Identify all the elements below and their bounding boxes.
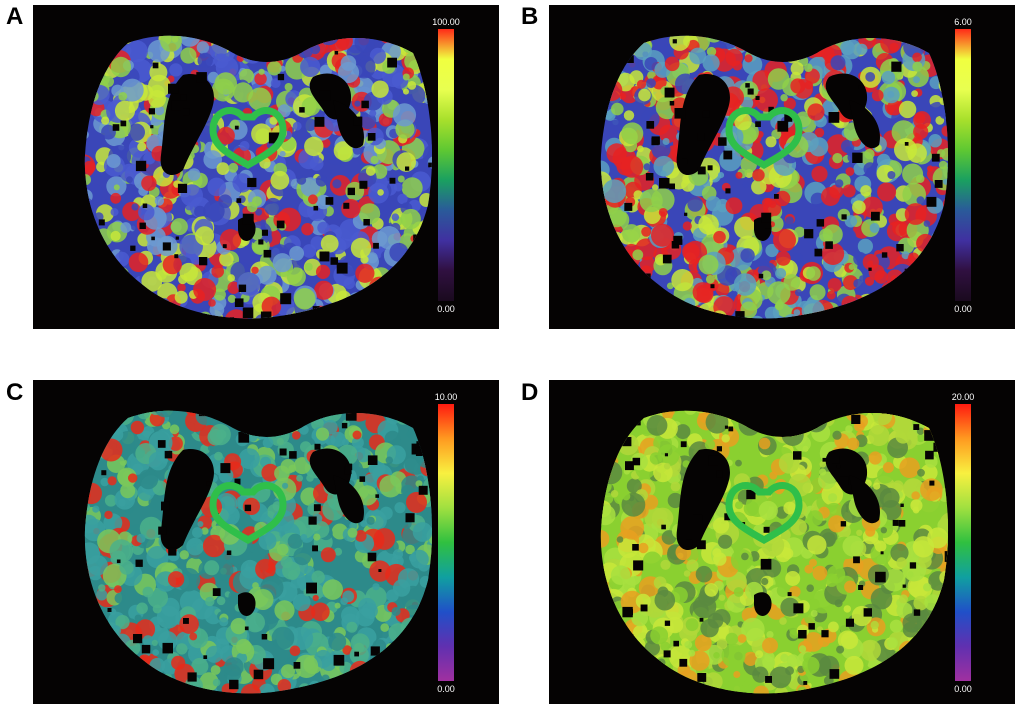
colorbar bbox=[438, 404, 454, 681]
panel-label: D bbox=[521, 379, 539, 406]
brain-map-svg bbox=[84, 410, 433, 694]
colorbar-max-label: 6.00 bbox=[954, 17, 972, 27]
colorbar-max-label: 10.00 bbox=[434, 392, 458, 402]
perfusion-map-image bbox=[33, 380, 499, 704]
panel-label: B bbox=[521, 3, 539, 30]
colorbar-min-label: 0.00 bbox=[954, 304, 972, 314]
brain-map-svg bbox=[84, 35, 433, 319]
brain-map-svg bbox=[600, 35, 949, 319]
perfusion-map-image bbox=[549, 380, 1015, 704]
roi-outline bbox=[725, 107, 803, 170]
brain-map-svg bbox=[600, 410, 949, 694]
colorbar-max-label: 100.00 bbox=[432, 17, 460, 27]
colorbar bbox=[955, 29, 971, 301]
panel-label: C bbox=[6, 379, 24, 406]
panel-label: A bbox=[6, 3, 24, 30]
perfusion-map-image bbox=[549, 5, 1015, 329]
colorbar-min-label: 0.00 bbox=[437, 304, 455, 314]
colorbar bbox=[438, 29, 454, 301]
colorbar-min-label: 0.00 bbox=[954, 684, 972, 694]
roi-outline bbox=[209, 482, 287, 545]
roi-outline bbox=[725, 482, 803, 545]
perfusion-map-image bbox=[33, 5, 499, 329]
colorbar-min-label: 0.00 bbox=[437, 684, 455, 694]
colorbar-max-label: 20.00 bbox=[951, 392, 975, 402]
colorbar bbox=[955, 404, 971, 681]
roi-outline bbox=[209, 107, 287, 170]
